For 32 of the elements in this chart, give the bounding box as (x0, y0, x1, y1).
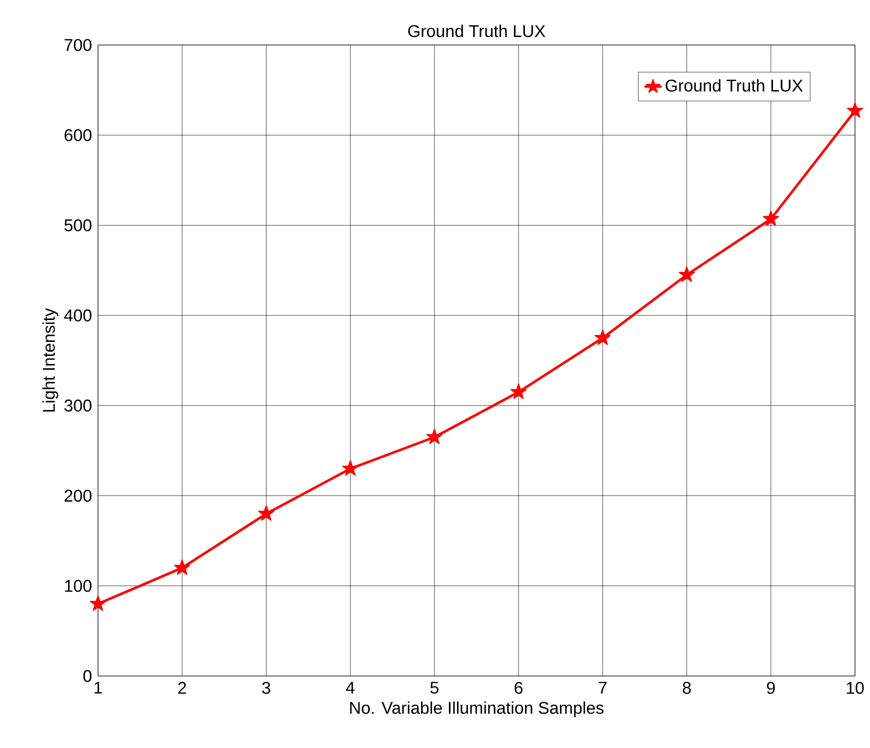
x-tick-label: 9 (766, 682, 775, 694)
y-tick-label: 100 (65, 580, 92, 592)
y-tick-label: 300 (64, 400, 92, 412)
x-tick-label: 10 (846, 682, 864, 694)
point (846, 102, 864, 118)
y-tick-label: 400 (64, 309, 92, 322)
x-tick-label: 2 (178, 682, 186, 694)
chart-title: Ground Truth LUX (408, 24, 546, 38)
x-tick-label: 5 (430, 682, 438, 694)
point (594, 329, 611, 345)
point (90, 595, 106, 611)
y-tick-label: 0 (83, 670, 92, 682)
point (342, 460, 358, 476)
y-tick-label: 700 (64, 38, 92, 52)
y-axis-title: Light Intensity (42, 308, 58, 412)
x-tick-label: 3 (262, 682, 270, 694)
legend-label: Ground Truth LUX (666, 79, 803, 92)
point (510, 384, 527, 400)
x-axis-title: No. Variable Illumination Samples (350, 701, 604, 718)
point (762, 210, 780, 226)
point (174, 559, 190, 575)
x-tick-label: 1 (94, 682, 102, 694)
x-tick-label: 7 (598, 682, 607, 694)
x-tick-label: 8 (682, 682, 691, 694)
y-tick-label: 500 (64, 219, 92, 232)
x-tick-label: 4 (346, 682, 355, 694)
y-tick-label: 600 (64, 129, 92, 142)
x-tick-label: 6 (514, 682, 523, 694)
point (258, 505, 274, 521)
y-tick-label: 200 (64, 490, 92, 502)
point (426, 428, 443, 444)
point (678, 266, 695, 282)
